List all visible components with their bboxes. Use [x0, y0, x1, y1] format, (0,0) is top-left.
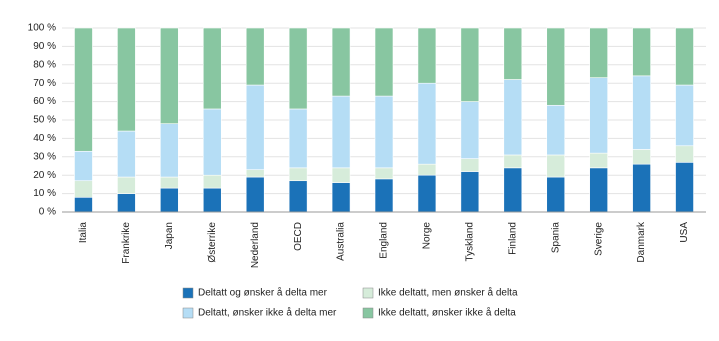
x-tick-label: Tyskland — [465, 222, 476, 261]
bar-segment — [331, 182, 351, 213]
bar-segment — [503, 154, 523, 169]
bar-segment — [160, 123, 179, 178]
x-tick-label: Italia — [78, 222, 89, 244]
x-tick-label: Australia — [336, 222, 347, 261]
bar-segment — [331, 95, 351, 169]
x-tick-label: Spania — [550, 222, 561, 254]
y-tick-label: 0 % — [39, 207, 56, 218]
bar-segment — [117, 193, 136, 213]
y-tick-label: 40 % — [33, 133, 56, 144]
bar-segment — [460, 171, 480, 213]
bar-segment — [589, 77, 608, 154]
y-tick-label: 20 % — [33, 170, 56, 181]
x-tick-label: England — [379, 222, 390, 259]
x-tick-label: Sverige — [593, 222, 604, 256]
bar-segment — [374, 27, 394, 97]
bar-segment — [374, 167, 394, 180]
bar-segment — [503, 167, 523, 213]
bar-segment — [202, 108, 222, 176]
legend-swatch — [182, 287, 194, 299]
legend-label: Ikke deltatt, ønsker ikke å delta — [378, 307, 516, 319]
y-tick-label: 10 % — [33, 188, 56, 199]
bar-segment — [74, 150, 93, 182]
bar-segment — [202, 27, 222, 110]
bar-segment — [160, 176, 179, 189]
x-tick-label: Norge — [422, 222, 433, 250]
bar-segment — [632, 75, 651, 150]
bar-segment — [331, 27, 351, 97]
bar-segment — [288, 167, 308, 182]
bar-segment — [546, 104, 566, 156]
legend-label: Ikke deltatt, men ønsker å delta — [378, 287, 518, 299]
bar-segment — [675, 84, 694, 147]
legend-swatch — [362, 287, 374, 299]
x-tick-label: Nederland — [250, 222, 261, 268]
bar-segment — [74, 196, 93, 213]
bar-segment — [460, 158, 480, 172]
bar-segment — [288, 180, 308, 213]
bar-segment — [675, 162, 694, 213]
x-tick-label: Danmark — [636, 221, 647, 263]
bar-segment — [675, 145, 694, 163]
bar-segment — [202, 187, 222, 213]
bar-segment — [202, 174, 222, 189]
bar-segment — [245, 176, 265, 213]
bar-segment — [546, 154, 566, 178]
bar-segment — [74, 180, 93, 198]
bar-segment — [117, 176, 136, 194]
bar-segment — [374, 178, 394, 213]
bar-segment — [632, 163, 651, 213]
bar-segment — [632, 149, 651, 165]
y-tick-label: 80 % — [33, 59, 56, 70]
bar-segment — [460, 27, 480, 102]
x-tick-label: Østerrike — [207, 222, 218, 263]
bar-segment — [117, 130, 136, 178]
bar-segment — [417, 27, 437, 84]
bar-segment — [374, 95, 394, 169]
bar-segment — [417, 174, 437, 213]
x-tick-label: OECD — [293, 222, 304, 251]
bar-segment — [546, 176, 566, 213]
bar-segment — [589, 167, 608, 213]
bar-segment — [245, 84, 265, 170]
bar-segment — [589, 152, 608, 169]
bar-segment — [331, 167, 351, 183]
bar-segment — [417, 163, 437, 176]
x-tick-label: Frankrike — [121, 222, 132, 264]
bar-segment — [160, 187, 179, 213]
bar-segment — [245, 169, 265, 178]
y-tick-label: 30 % — [33, 151, 56, 162]
bar-segment — [675, 27, 694, 86]
y-tick-label: 100 % — [28, 23, 56, 34]
legend-swatch — [362, 307, 374, 319]
bar-segment — [160, 27, 179, 124]
x-tick-label: Finland — [507, 222, 518, 255]
legend-label: Deltatt, ønsker ikke å delta mer — [198, 307, 337, 319]
y-tick-label: 90 % — [33, 41, 56, 52]
y-tick-label: 70 % — [33, 78, 56, 89]
bar-segment — [117, 27, 136, 132]
bar-segment — [503, 79, 523, 156]
bar-segment — [546, 27, 566, 106]
legend-swatch — [182, 307, 194, 319]
bar-segment — [288, 108, 308, 169]
legend-label: Deltatt og ønsker å delta mer — [198, 287, 328, 299]
x-tick-label: USA — [679, 222, 690, 243]
bar-segment — [417, 82, 437, 165]
x-tick-label: Japan — [164, 222, 175, 249]
bar-segment — [460, 101, 480, 159]
bar-segment — [74, 27, 93, 152]
bar-segment — [632, 27, 651, 77]
bar-segment — [503, 27, 523, 80]
y-tick-label: 50 % — [33, 115, 56, 126]
bar-segment — [589, 27, 608, 78]
bar-segment — [288, 27, 308, 110]
y-tick-label: 60 % — [33, 96, 56, 107]
bar-segment — [245, 27, 265, 86]
